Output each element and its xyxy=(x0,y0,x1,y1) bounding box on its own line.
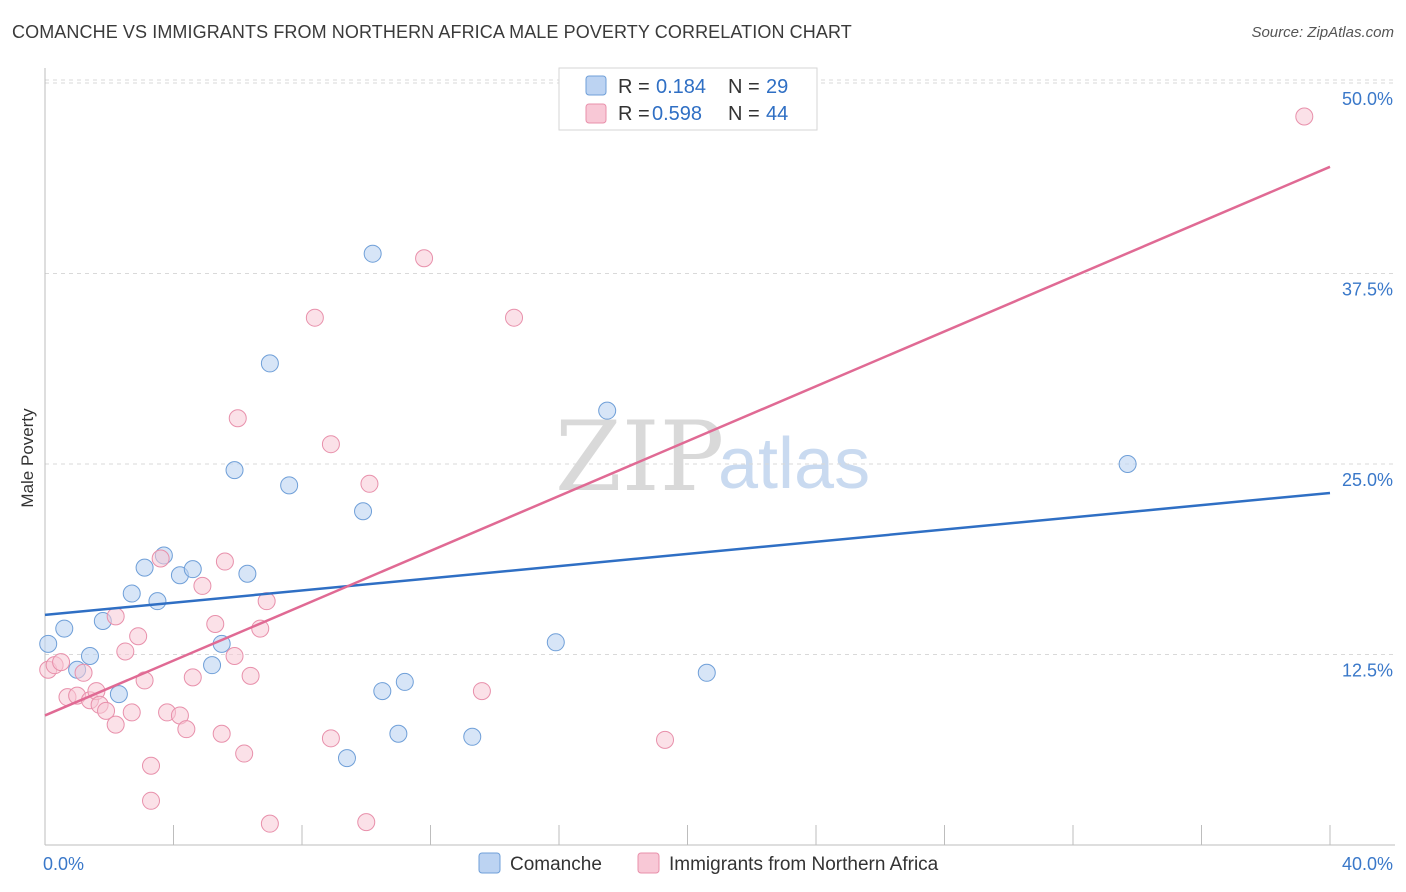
immigrants-point xyxy=(74,663,93,682)
y-tick-label: 25.0% xyxy=(1342,470,1393,490)
immigrants-point xyxy=(415,249,434,268)
legend-n-value-1: 29 xyxy=(766,76,788,98)
y-axis-label: Male Poverty xyxy=(18,408,37,508)
comanche-point xyxy=(80,647,99,666)
axis-ticks: 12.5% 25.0% 37.5% 50.0% 0.0% 40.0% xyxy=(43,89,1393,874)
bottom-legend-label-comanche: Comanche xyxy=(510,854,602,875)
comanche-point xyxy=(260,354,279,373)
comanche-point xyxy=(135,558,154,577)
comanche-point xyxy=(598,401,617,420)
comanche-point xyxy=(55,619,74,638)
comanche-point xyxy=(697,663,716,682)
immigrants-point xyxy=(183,668,202,687)
legend-n-value-2: 44 xyxy=(766,103,788,125)
immigrants-point xyxy=(151,549,170,568)
immigrants-point xyxy=(106,715,125,734)
legend-n-label-2: N = xyxy=(728,103,760,125)
correlation-legend: R = 0.184 N = 29 R = 0.598 N = 44 xyxy=(558,67,818,131)
legend-swatch-immigrants xyxy=(585,103,607,124)
comanche-point xyxy=(1118,455,1137,473)
immigrants-point xyxy=(52,653,71,672)
immigrants-point xyxy=(235,744,254,763)
immigrants-point xyxy=(360,474,379,493)
immigrants-point xyxy=(241,666,260,685)
series-legend: Comanche Immigrants from Northern Africa xyxy=(478,852,939,875)
comanche-point xyxy=(238,564,257,583)
watermark-zip: ZIP xyxy=(555,401,724,513)
immigrants-point xyxy=(177,720,196,739)
immigrants-point xyxy=(215,552,234,571)
immigrants-point xyxy=(206,615,225,634)
immigrants-point xyxy=(97,701,116,720)
comanche-point xyxy=(354,502,373,521)
comanche-point xyxy=(148,592,167,611)
legend-n-label-1: N = xyxy=(728,76,760,98)
comanche-point xyxy=(337,749,356,768)
immigrants-point xyxy=(212,724,231,743)
legend-r-value-2: 0.598 xyxy=(652,103,702,125)
trend-lines xyxy=(44,165,1331,717)
x-tick-label: 0.0% xyxy=(43,854,84,874)
comanche-point xyxy=(389,724,408,743)
immigrants-point xyxy=(656,730,675,749)
immigrants-point xyxy=(505,308,524,327)
immigrants-point xyxy=(116,642,135,661)
immigrants-point xyxy=(142,756,161,775)
immigrants-point xyxy=(129,627,148,646)
comanche-point xyxy=(183,560,202,579)
immigrants-point xyxy=(321,435,340,454)
legend-r-value-1: 0.184 xyxy=(656,76,706,98)
bottom-legend-label-immigrants: Immigrants from Northern Africa xyxy=(669,854,939,875)
comanche-point xyxy=(363,244,382,263)
immigrants-point xyxy=(305,308,324,327)
immigrants-point xyxy=(1295,107,1314,126)
y-tick-label: 50.0% xyxy=(1342,89,1393,109)
immigrants-point xyxy=(142,791,161,810)
immigrants-points xyxy=(39,107,1314,833)
comanche-point xyxy=(463,727,482,746)
legend-swatch-comanche xyxy=(585,75,607,96)
immigrants-point xyxy=(228,409,247,428)
comanche-point xyxy=(225,461,244,480)
immigrants-point xyxy=(225,647,244,666)
immigrants-point xyxy=(357,813,376,832)
immigrants-point xyxy=(321,729,340,748)
legend-r-label-2: R = xyxy=(618,103,650,125)
immigrants-trend-line xyxy=(44,165,1331,717)
bottom-legend-swatch-immigrants xyxy=(637,852,660,874)
comanche-point xyxy=(280,476,299,495)
comanche-point xyxy=(39,634,58,653)
immigrants-point xyxy=(472,682,491,701)
bottom-legend-swatch-comanche xyxy=(478,852,501,874)
comanche-trend-line xyxy=(44,491,1331,617)
comanche-point xyxy=(395,672,414,691)
x-tick-label: 40.0% xyxy=(1342,854,1393,874)
comanche-point xyxy=(122,584,141,603)
chart-title: COMANCHE VS IMMIGRANTS FROM NORTHERN AFR… xyxy=(12,22,852,42)
immigrants-point xyxy=(106,607,125,626)
comanche-point xyxy=(546,633,565,652)
comanche-point xyxy=(373,682,392,701)
y-tick-label: 12.5% xyxy=(1342,661,1393,681)
immigrants-point xyxy=(122,703,141,722)
comanche-point xyxy=(109,685,128,704)
comanche-point xyxy=(203,656,222,675)
y-tick-label: 37.5% xyxy=(1342,280,1393,300)
immigrants-point xyxy=(260,814,279,833)
source-credit: Source: ZipAtlas.com xyxy=(1251,24,1394,41)
axes xyxy=(44,68,1395,846)
legend-r-label-1: R = xyxy=(618,76,650,98)
immigrants-point xyxy=(193,576,212,595)
